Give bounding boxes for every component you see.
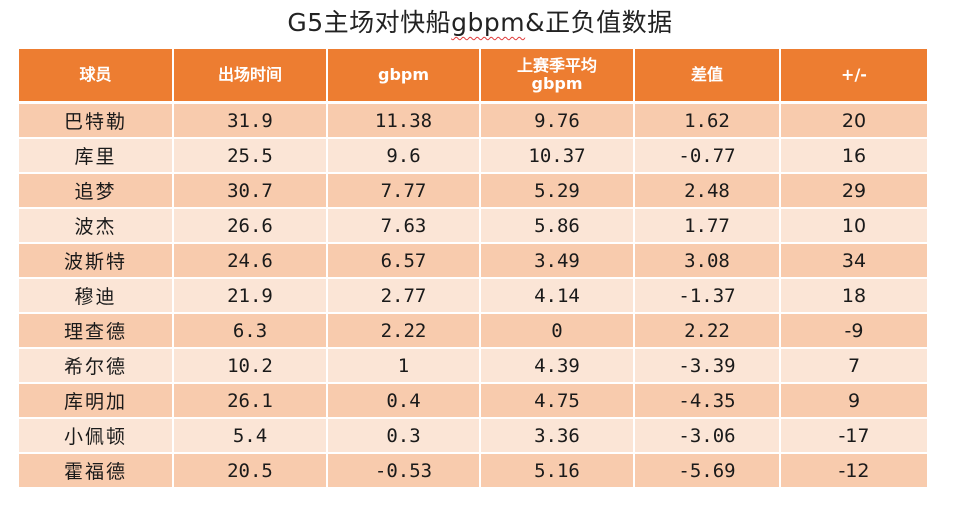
table-row: 希尔德 10.2 1 4.39 -3.39 7 [19,348,927,384]
cell-minutes: 31.9 [173,102,328,139]
cell-diff: 1.62 [634,102,781,139]
cell-minutes: 5.4 [173,418,328,454]
cell-last-season: 5.16 [480,453,635,487]
table-row: 库明加 26.1 0.4 4.75 -4.35 9 [19,383,927,419]
cell-gbpm: 7.77 [327,173,481,209]
header-last-season-gbpm: 上赛季平均 gbpm [480,49,635,104]
cell-minutes: 20.5 [173,453,328,487]
title-prefix: G5主场对快船 [287,8,452,37]
cell-last-season: 5.86 [480,208,635,244]
table-row: 库里 25.5 9.6 10.37 -0.77 16 [19,138,927,174]
cell-plus-minus: 18 [780,278,927,314]
stats-table: 球员 出场时间 gbpm 上赛季平均 gbpm 差值 +/- 巴特勒 31.9 1… [19,49,927,487]
cell-diff: -4.35 [634,383,781,419]
cell-last-season: 10.37 [480,138,635,174]
cell-gbpm: 7.63 [327,208,481,244]
cell-last-season: 9.76 [480,102,635,139]
cell-diff: -3.39 [634,348,781,384]
cell-player: 巴特勒 [19,102,174,139]
cell-player: 波杰 [19,208,174,244]
cell-last-season: 3.49 [480,243,635,279]
table-row: 理查德 6.3 2.22 0 2.22 -9 [19,313,927,349]
cell-player: 希尔德 [19,348,174,384]
cell-gbpm: 6.57 [327,243,481,279]
table-row: 波杰 26.6 7.63 5.86 1.77 10 [19,208,927,244]
cell-gbpm: 2.77 [327,278,481,314]
cell-gbpm: 11.38 [327,102,481,139]
cell-gbpm: 9.6 [327,138,481,174]
title-underlined-term: gbpm [451,8,526,37]
cell-diff: -0.77 [634,138,781,174]
cell-diff: -1.37 [634,278,781,314]
cell-gbpm: -0.53 [327,453,481,487]
cell-player: 库里 [19,138,174,174]
cell-minutes: 24.6 [173,243,328,279]
header-plus-minus: +/- [780,49,927,104]
cell-player: 理查德 [19,313,174,349]
cell-diff: 2.48 [634,173,781,209]
table-header-row: 球员 出场时间 gbpm 上赛季平均 gbpm 差值 +/- [19,49,927,104]
cell-minutes: 6.3 [173,313,328,349]
cell-minutes: 26.6 [173,208,328,244]
cell-plus-minus: 29 [780,173,927,209]
cell-minutes: 10.2 [173,348,328,384]
cell-plus-minus: 7 [780,348,927,384]
cell-minutes: 25.5 [173,138,328,174]
cell-last-season: 5.29 [480,173,635,209]
cell-plus-minus: 10 [780,208,927,244]
cell-player: 穆迪 [19,278,174,314]
cell-gbpm: 0.3 [327,418,481,454]
cell-plus-minus: -12 [780,453,927,487]
table-row: 巴特勒 31.9 11.38 9.76 1.62 20 [19,102,927,139]
cell-diff: 2.22 [634,313,781,349]
cell-diff: 1.77 [634,208,781,244]
table-row: 波斯特 24.6 6.57 3.49 3.08 34 [19,243,927,279]
cell-last-season: 4.39 [480,348,635,384]
cell-diff: -3.06 [634,418,781,454]
header-player: 球员 [19,49,174,104]
cell-plus-minus: -9 [780,313,927,349]
cell-last-season: 3.36 [480,418,635,454]
cell-plus-minus: 20 [780,102,927,139]
cell-gbpm: 2.22 [327,313,481,349]
header-gbpm: gbpm [327,49,481,104]
cell-player: 霍福德 [19,453,174,487]
cell-plus-minus: 9 [780,383,927,419]
cell-plus-minus: 34 [780,243,927,279]
header-last-season-line2: gbpm [531,74,583,93]
header-minutes: 出场时间 [173,49,328,104]
cell-player: 追梦 [19,173,174,209]
title-suffix: &正负值数据 [525,8,673,37]
cell-diff: 3.08 [634,243,781,279]
cell-player: 小佩顿 [19,418,174,454]
header-diff: 差值 [634,49,781,104]
cell-plus-minus: -17 [780,418,927,454]
cell-player: 波斯特 [19,243,174,279]
cell-minutes: 21.9 [173,278,328,314]
header-last-season-line1: 上赛季平均 [516,56,597,75]
cell-diff: -5.69 [634,453,781,487]
cell-last-season: 0 [480,313,635,349]
cell-gbpm: 1 [327,348,481,384]
cell-player: 库明加 [19,383,174,419]
table-row: 小佩顿 5.4 0.3 3.36 -3.06 -17 [19,418,927,454]
table-row: 追梦 30.7 7.77 5.29 2.48 29 [19,173,927,209]
cell-minutes: 26.1 [173,383,328,419]
cell-last-season: 4.14 [480,278,635,314]
cell-minutes: 30.7 [173,173,328,209]
cell-gbpm: 0.4 [327,383,481,419]
cell-last-season: 4.75 [480,383,635,419]
table-row: 霍福德 20.5 -0.53 5.16 -5.69 -12 [19,453,927,487]
cell-plus-minus: 16 [780,138,927,174]
page-title: G5主场对快船gbpm&正负值数据 [0,6,960,40]
table-row: 穆迪 21.9 2.77 4.14 -1.37 18 [19,278,927,314]
